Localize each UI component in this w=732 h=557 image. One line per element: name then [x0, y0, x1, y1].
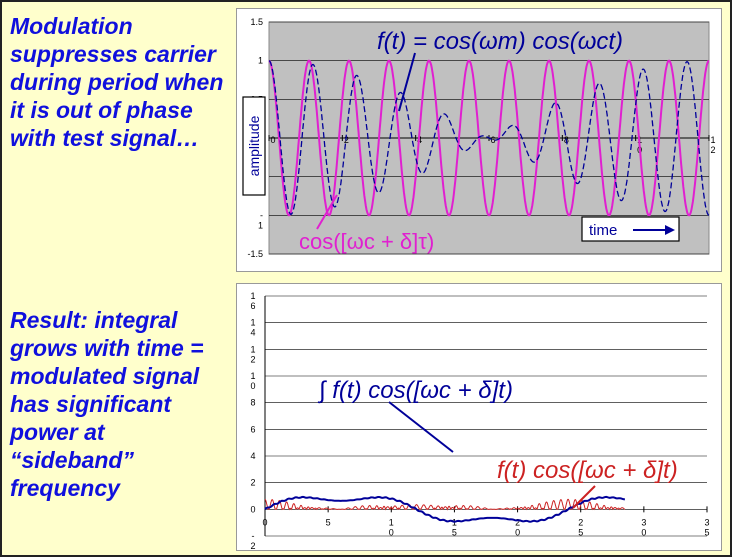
- y-tick-label: 1: [250, 318, 255, 328]
- formula-integral-pointer: [388, 401, 454, 453]
- x-tick-label: 5: [452, 527, 457, 537]
- y-tick-label: 0: [250, 381, 255, 391]
- chart-integral-growth: -2 0 2 4 6 8 1 0 1 2 1 4 1 6 0 5 1 0 1 5 2 0 2 5 3 0 3 5 ∫ f(t) cos(…: [236, 283, 722, 551]
- series-integral-line: [264, 495, 625, 523]
- series-modulated-line: [268, 60, 710, 216]
- y-tick-label: -: [260, 210, 263, 220]
- formula-integral: ∫ f(t) cos([ωc + δ]t): [317, 377, 513, 404]
- x-tick-label: 2: [515, 517, 520, 527]
- y-tick-label: 0: [250, 504, 255, 514]
- series-product-line: [264, 498, 626, 511]
- y-axis-label: amplitude: [246, 115, 262, 176]
- y-tick-label: 6: [250, 301, 255, 311]
- y-tick-label: 1: [250, 291, 255, 301]
- time-arrow-head: [665, 225, 675, 235]
- y-tick-label: 1: [250, 344, 255, 354]
- x-tick-label: 1: [389, 517, 394, 527]
- x-tick-label: 3: [641, 517, 646, 527]
- x-tick-label: 2: [710, 145, 715, 155]
- y-tick-label: 2: [250, 541, 255, 550]
- chart1-svg: -1.5-10.511.5024681012amplitudetimef(t) …: [242, 17, 716, 259]
- x-tick-label: 5: [578, 527, 583, 537]
- formula-product: f(t) cos([ωc + δ]t): [497, 457, 678, 484]
- formula-f: f(t) = cos(ωm) cos(ωct): [377, 28, 623, 55]
- y-tick-label: 4: [250, 451, 255, 461]
- x-tick-label: 5: [326, 517, 331, 527]
- formula-carrier: cos([ωc + δ]τ): [299, 229, 434, 254]
- x-tick-label: 1: [710, 135, 715, 145]
- x-tick-label: 3: [704, 517, 709, 527]
- x-tick-label: 0: [262, 517, 267, 527]
- y-tick-label: 1: [250, 371, 255, 381]
- y-tick-label: 4: [250, 328, 255, 338]
- y-tick-label: 1: [258, 56, 263, 66]
- caption-top: Modulation suppresses carrier during per…: [10, 13, 224, 151]
- x-tick-label: 0: [515, 527, 520, 537]
- formula-f-pointer: [398, 52, 416, 112]
- y-tick-label: 8: [250, 398, 255, 408]
- ylabel-box: [242, 96, 266, 196]
- x-tick-label: 0: [270, 135, 275, 145]
- y-tick-label: -: [252, 531, 255, 541]
- x-axis-label: time: [589, 222, 617, 239]
- formula-product-pointer: [572, 485, 596, 509]
- x-tick-label: 6: [490, 135, 495, 145]
- y-tick-label: 2: [250, 354, 255, 364]
- y-tick-label: 1.5: [250, 17, 263, 27]
- y-tick-label: -1.5: [247, 249, 263, 259]
- chart-carrier-modulation: -1.5-10.511.5024681012amplitudetimef(t) …: [236, 8, 722, 272]
- y-tick-label: 1: [258, 220, 263, 230]
- y-tick-label: 6: [250, 424, 255, 434]
- x-tick-label: 5: [704, 527, 709, 537]
- formula-carrier-pointer: [316, 194, 338, 230]
- x-tick-label: 2: [578, 517, 583, 527]
- caption-bottom: Result: integral grows with time = modul…: [10, 307, 204, 501]
- x-tick-label: 0: [641, 527, 646, 537]
- y-tick-label: 2: [250, 478, 255, 488]
- x-tick-label: 0: [389, 527, 394, 537]
